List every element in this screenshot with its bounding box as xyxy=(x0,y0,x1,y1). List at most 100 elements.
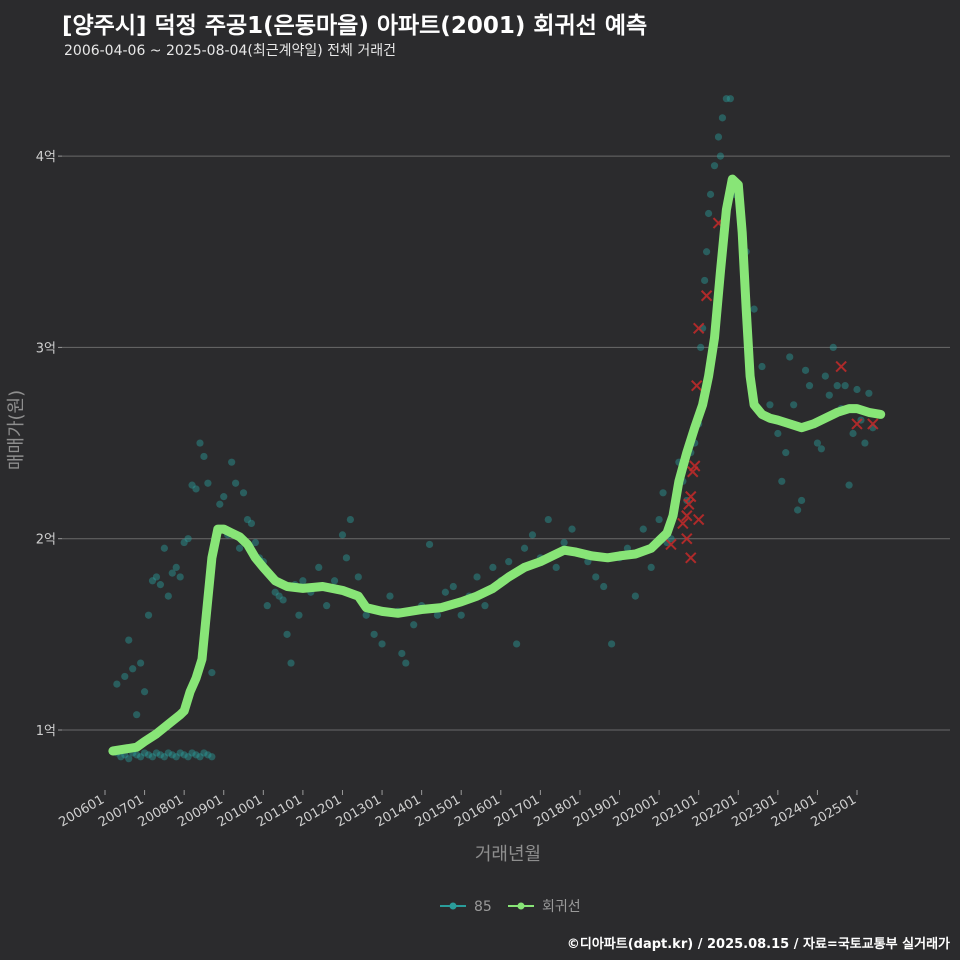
scatter-point-34 xyxy=(152,573,161,581)
cancelled-marker-1 xyxy=(677,517,689,530)
scatter-point-159 xyxy=(825,391,833,399)
scatter-point-1 xyxy=(117,753,125,761)
scatter-point-9 xyxy=(148,753,157,761)
scatter-point-132 xyxy=(704,209,713,218)
scatter-point-117 xyxy=(655,515,663,524)
scatter-point-39 xyxy=(172,563,180,571)
scatter-point-154 xyxy=(805,382,814,390)
scatter-point-17 xyxy=(180,751,188,759)
scatter-point-144 xyxy=(758,362,766,371)
y-axis-title: 매매가(원) xyxy=(6,390,27,470)
scatter-point-77 xyxy=(346,515,354,524)
scatter-point-52 xyxy=(228,458,236,466)
scatter-point-45 xyxy=(196,439,204,447)
scatter-point-10 xyxy=(152,749,161,757)
scatter-point-96 xyxy=(489,563,497,571)
scatter-point-109 xyxy=(592,573,600,581)
scatter-point-100 xyxy=(520,544,529,552)
cancelled-marker-6 xyxy=(689,460,701,472)
y-tick-label-3: 4억 xyxy=(36,150,56,165)
scatter-point-104 xyxy=(552,563,560,571)
scatter-point-138 xyxy=(722,95,730,103)
scatter-point-43 xyxy=(188,481,196,489)
scatter-point-14 xyxy=(168,751,176,759)
scatter-point-150 xyxy=(790,401,798,409)
scatter-point-15 xyxy=(172,753,180,761)
scatter-point-67 xyxy=(287,659,295,667)
cancelled-marker-12 xyxy=(700,290,713,302)
scatter-point-137 xyxy=(718,114,727,122)
scatter-point-157 xyxy=(817,445,825,453)
scatter-point-5 xyxy=(133,751,141,759)
scatter-point-73 xyxy=(323,602,331,610)
legend-label-regression: 회귀선 xyxy=(542,899,581,915)
cancelled-marker-0 xyxy=(665,538,677,551)
scatter-point-46 xyxy=(200,452,208,461)
scatter-point-115 xyxy=(639,525,647,533)
scatter-point-148 xyxy=(782,449,790,457)
scatter-point-166 xyxy=(853,385,861,394)
legend-swatch-dot-regression xyxy=(517,902,525,910)
scatter-point-99 xyxy=(513,640,521,648)
scatter-point-89 xyxy=(433,611,442,619)
scatter-point-98 xyxy=(505,558,513,566)
scatter-point-42 xyxy=(184,535,192,543)
scatter-point-101 xyxy=(528,531,537,539)
scatter-point-63 xyxy=(271,588,279,596)
scatter-point-76 xyxy=(342,554,351,562)
chart-footer: ©디아파트(dapt.kr) / 2025.08.15 / 자료=국토교통부 실… xyxy=(566,937,950,952)
scatter-point-6 xyxy=(137,753,145,761)
scatter-point-161 xyxy=(833,382,841,390)
scatter-point-95 xyxy=(481,602,489,610)
scatter-point-74 xyxy=(330,577,339,585)
scatter-point-56 xyxy=(243,515,252,524)
scatter-point-55 xyxy=(239,489,248,497)
chart-title: [양주시] 덕정 주공1(은동마을) 아파트(2001) 회귀선 예측 xyxy=(62,13,648,39)
scatter-point-28 xyxy=(129,665,137,673)
scatter-point-118 xyxy=(659,489,667,497)
cancelled-marker-10 xyxy=(681,532,693,545)
scatter-point-57 xyxy=(247,519,256,527)
scatter-point-163 xyxy=(841,382,849,390)
scatter-point-84 xyxy=(398,649,406,658)
scatter-point-31 xyxy=(140,688,149,696)
scatter-point-133 xyxy=(706,190,715,198)
x-axis-title: 거래년월 xyxy=(475,844,541,865)
scatter-point-105 xyxy=(560,538,568,547)
scatter-point-50 xyxy=(220,493,228,501)
scatter-point-85 xyxy=(402,659,410,667)
cancelled-marker-7 xyxy=(690,379,703,392)
scatter-point-32 xyxy=(144,611,153,619)
scatter-point-151 xyxy=(794,506,802,514)
scatter-point-128 xyxy=(697,343,705,351)
scatter-point-106 xyxy=(568,525,576,533)
scatter-point-12 xyxy=(160,753,168,761)
scatter-point-92 xyxy=(457,611,465,619)
cancelled-marker-8 xyxy=(692,513,705,526)
scatter-point-75 xyxy=(338,531,347,539)
scatter-point-116 xyxy=(647,563,655,571)
scatter-point-143 xyxy=(750,305,758,313)
scatter-point-8 xyxy=(144,751,153,759)
scatter-point-156 xyxy=(813,439,822,447)
scatter-point-7 xyxy=(140,749,149,757)
scatter-point-3 xyxy=(125,755,133,763)
scatter-point-131 xyxy=(703,248,711,256)
scatter-point-160 xyxy=(829,343,837,351)
scatter-point-158 xyxy=(821,372,829,380)
y-tick-label-0: 1억 xyxy=(36,724,56,739)
scatter-point-135 xyxy=(714,133,723,141)
scatter-point-94 xyxy=(473,573,481,581)
scatter-point-58 xyxy=(251,538,259,547)
legend-label-85: 85 xyxy=(474,899,492,915)
scatter-point-90 xyxy=(441,588,449,596)
scatter-point-81 xyxy=(378,640,386,648)
scatter-point-13 xyxy=(164,749,172,757)
scatter-point-37 xyxy=(164,592,172,600)
scatter-point-49 xyxy=(216,500,224,508)
scatter-point-19 xyxy=(188,749,196,757)
scatter-point-35 xyxy=(156,581,165,589)
scatter-point-78 xyxy=(354,573,362,581)
